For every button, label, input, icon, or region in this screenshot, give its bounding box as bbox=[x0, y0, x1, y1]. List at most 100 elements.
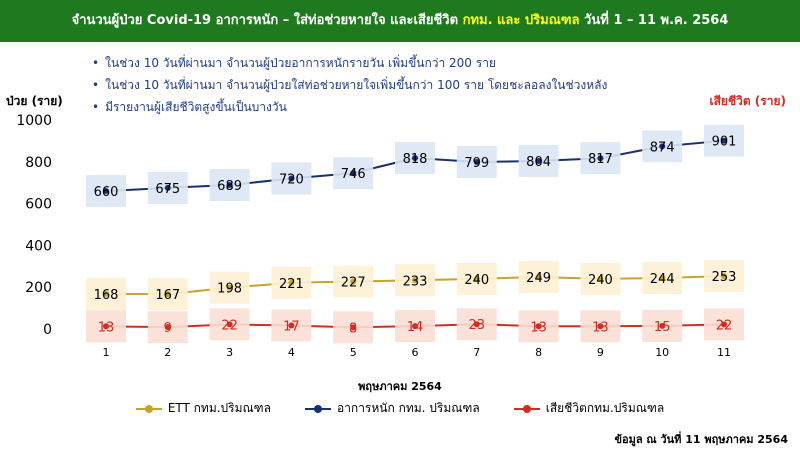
legend-label: อาการหนัก กทม. ปริมณฑล bbox=[336, 401, 480, 415]
data-label-severe: 804 bbox=[526, 155, 551, 170]
data-label-ett: 249 bbox=[526, 271, 551, 286]
data-label-ett: 240 bbox=[588, 273, 613, 288]
y-tick-label: 0 bbox=[43, 322, 52, 338]
data-point-death bbox=[164, 324, 171, 331]
data-source-note: ข้อมูล ณ วันที่ 11 พฤษภาคม 2564 bbox=[614, 433, 788, 446]
data-point-severe bbox=[597, 155, 604, 162]
bullet-item: • ในช่วง 10 วันที่ผ่านมา จำนวนผู้ป่วยอากา… bbox=[92, 52, 712, 74]
title-part2: วันที่ 1 – 11 พ.ค. 2564 bbox=[579, 13, 729, 28]
data-point-severe bbox=[412, 155, 418, 162]
data-label-ett: 167 bbox=[155, 288, 180, 303]
legend-swatch-ett bbox=[135, 403, 162, 415]
data-point-ett bbox=[164, 291, 171, 298]
y-axis-label-right: เสียชีวิต (ราย) bbox=[709, 94, 787, 108]
legend-swatch-death bbox=[513, 403, 540, 415]
data-point-severe bbox=[659, 143, 666, 150]
data-label-ett: 240 bbox=[464, 273, 489, 288]
data-label-ett: 221 bbox=[279, 277, 304, 292]
data-label-severe: 746 bbox=[341, 167, 366, 182]
summary-bullets: • ในช่วง 10 วันที่ผ่านมา จำนวนผู้ป่วยอากา… bbox=[92, 52, 712, 118]
data-label-death: 22 bbox=[716, 318, 733, 333]
data-point-ett bbox=[721, 273, 727, 280]
data-point-ett bbox=[103, 290, 109, 297]
bullet-text: มีรายงานผู้เสียชีวิตสูงขึ้นเป็นบางวัน bbox=[105, 100, 287, 114]
data-point-death bbox=[473, 321, 480, 328]
x-tick-label: 7 bbox=[473, 346, 480, 359]
y-tick-label: 600 bbox=[25, 197, 52, 213]
legend-label: ETT กทม.ปริมณฑล bbox=[167, 401, 271, 415]
data-point-death bbox=[103, 323, 109, 330]
data-label-death: 13 bbox=[530, 320, 547, 335]
legend-item-severe: อาการหนัก กทม. ปริมณฑล bbox=[304, 399, 480, 418]
data-label-death: 14 bbox=[407, 320, 424, 335]
x-tick-label: 6 bbox=[412, 346, 419, 359]
data-label-death: 22 bbox=[221, 318, 238, 333]
data-label-severe: 675 bbox=[155, 182, 180, 197]
data-point-severe bbox=[164, 184, 171, 191]
data-point-death bbox=[659, 322, 666, 329]
data-point-death bbox=[350, 324, 357, 331]
x-tick-label: 1 bbox=[103, 346, 110, 359]
data-point-ett bbox=[350, 278, 357, 285]
x-tick-label: 10 bbox=[655, 346, 669, 359]
data-label-severe: 818 bbox=[403, 152, 428, 167]
chart-legend: ETT กทม.ปริมณฑล อาการหนัก กทม. ปริมณฑล เ… bbox=[0, 399, 800, 418]
data-point-severe bbox=[535, 157, 542, 164]
bullet-text: ในช่วง 10 วันที่ผ่านมา จำนวนผู้ป่วยอาการ… bbox=[105, 56, 496, 70]
data-label-death: 9 bbox=[164, 321, 172, 336]
y-tick-label: 400 bbox=[25, 238, 52, 254]
data-point-severe bbox=[226, 181, 233, 188]
bullet-item: • ในช่วง 10 วันที่ผ่านมา จำนวนผู้ป่วยใส่ท… bbox=[92, 74, 712, 96]
y-tick-label: 200 bbox=[25, 280, 52, 296]
data-point-severe bbox=[721, 137, 727, 144]
header-bar bbox=[0, 0, 800, 42]
title-highlight: กทม. และ ปริมณฑล bbox=[462, 13, 580, 28]
data-point-ett bbox=[535, 273, 542, 280]
data-label-ett: 253 bbox=[712, 270, 737, 285]
data-label-death: 17 bbox=[283, 319, 300, 334]
bullet-dot-icon: • bbox=[92, 56, 100, 70]
legend-label: เสียชีวิตกทม.ปริมณฑล bbox=[545, 401, 665, 415]
data-label-ett: 244 bbox=[650, 272, 675, 287]
x-axis-label: พฤษภาคม 2564 bbox=[358, 380, 442, 393]
data-point-severe bbox=[473, 159, 480, 166]
data-label-death: 13 bbox=[592, 320, 609, 335]
y-tick-label: 1000 bbox=[16, 113, 52, 129]
title-part1: จำนวนผู้ป่วย Covid-19 อาการหนัก – ใส่ท่อ… bbox=[71, 13, 463, 28]
data-label-severe: 720 bbox=[279, 173, 304, 188]
data-label-ett: 168 bbox=[94, 288, 119, 303]
data-point-death bbox=[721, 321, 727, 328]
data-label-severe: 799 bbox=[464, 156, 489, 171]
data-point-death bbox=[288, 322, 295, 329]
data-label-death: 13 bbox=[98, 320, 115, 335]
data-label-death: 15 bbox=[654, 320, 671, 335]
data-point-death bbox=[535, 323, 542, 330]
x-tick-label: 5 bbox=[350, 346, 357, 359]
x-tick-label: 4 bbox=[288, 346, 295, 359]
data-point-ett bbox=[288, 279, 295, 286]
data-point-severe bbox=[103, 188, 109, 195]
bullet-dot-icon: • bbox=[92, 100, 100, 114]
data-point-ett bbox=[473, 275, 480, 282]
data-point-severe bbox=[350, 170, 357, 177]
legend-item-ett: ETT กทม.ปริมณฑล bbox=[135, 399, 271, 418]
data-label-severe: 901 bbox=[712, 135, 737, 150]
legend-swatch-severe bbox=[304, 403, 331, 415]
x-tick-label: 2 bbox=[164, 346, 171, 359]
data-label-severe: 689 bbox=[217, 179, 242, 194]
page-title: จำนวนผู้ป่วย Covid-19 อาการหนัก – ใส่ท่อ… bbox=[0, 0, 800, 42]
x-tick-label: 8 bbox=[535, 346, 542, 359]
x-tick-label: 3 bbox=[226, 346, 233, 359]
x-tick-label: 9 bbox=[597, 346, 604, 359]
data-point-death bbox=[226, 321, 233, 328]
data-label-death: 23 bbox=[469, 318, 486, 333]
x-tick-label: 11 bbox=[717, 346, 731, 359]
data-point-ett bbox=[659, 275, 666, 282]
bullet-text: ในช่วง 10 วันที่ผ่านมา จำนวนผู้ป่วยใส่ท่… bbox=[105, 78, 608, 92]
data-point-ett bbox=[597, 275, 604, 282]
data-label-death: 8 bbox=[349, 321, 357, 336]
bullet-dot-icon: • bbox=[92, 78, 100, 92]
y-tick-label: 800 bbox=[25, 155, 52, 171]
data-label-ett: 198 bbox=[217, 282, 242, 297]
